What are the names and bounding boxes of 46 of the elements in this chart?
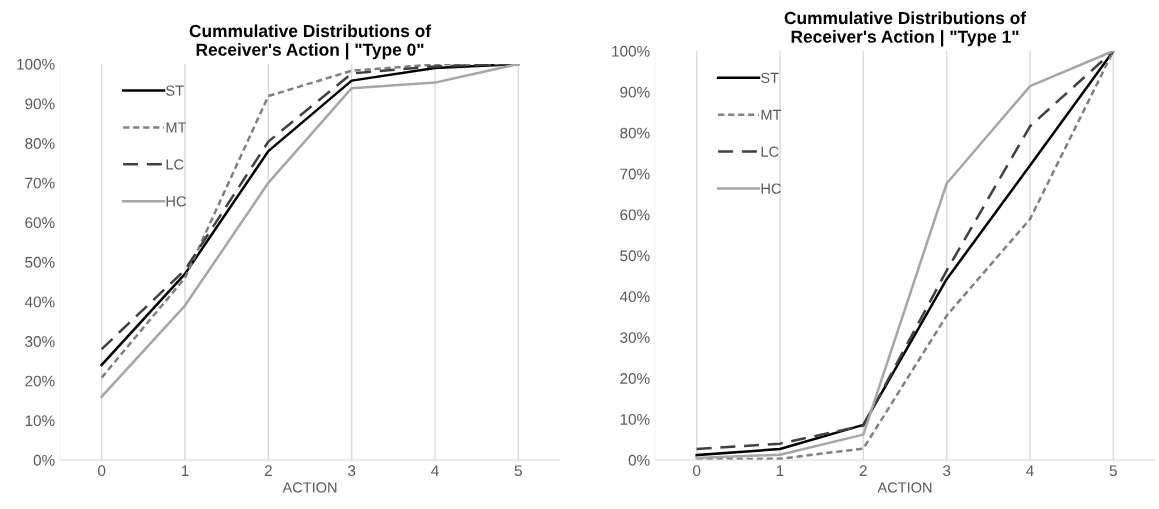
x-tick-label: 5 xyxy=(1109,465,1117,477)
y-tick-label: 30% xyxy=(620,332,650,343)
x-tick-label: 0 xyxy=(98,465,106,477)
x-tick-label: 1 xyxy=(776,465,784,476)
y-tick-label: 60% xyxy=(25,217,55,229)
y-tick-label: 40% xyxy=(24,296,55,308)
legend-label: HC xyxy=(166,196,186,207)
x-tick-label: 5 xyxy=(514,465,522,477)
y-tick-label: 80% xyxy=(620,127,650,139)
legend-label: MT xyxy=(166,122,187,133)
x-tick-label: 3 xyxy=(348,465,356,477)
legend-label: MT xyxy=(761,109,782,120)
x-tick-label: 2 xyxy=(859,465,867,476)
y-tick-label: 100% xyxy=(612,45,650,57)
x-tick-label: 4 xyxy=(431,465,439,476)
y-tick-label: 60% xyxy=(620,209,650,221)
x-tick-label: 1 xyxy=(181,465,189,476)
y-tick-label: 70% xyxy=(25,177,55,189)
x-tick-label: 3 xyxy=(943,465,951,477)
y-tick-label: 50% xyxy=(620,250,650,262)
legend-label: LC xyxy=(761,146,779,157)
legend-label: ST xyxy=(761,72,779,84)
y-tick-label: 50% xyxy=(25,256,55,268)
y-tick-label: 10% xyxy=(620,413,650,425)
y-tick-label: 20% xyxy=(25,375,55,387)
x-tick-label: 0 xyxy=(693,465,701,477)
y-tick-label: 10% xyxy=(25,415,55,427)
chart-title: Cummulative Distributions of Receiver's Action | "Type 1" xyxy=(784,11,1027,47)
y-tick-label: 40% xyxy=(619,291,650,303)
chart-title: Cummulative Distributions of Receiver's Action | "Type 0" xyxy=(189,24,432,60)
y-tick-label: 0% xyxy=(33,454,55,466)
y-tick-label: 80% xyxy=(25,138,55,149)
legend-label: LC xyxy=(166,159,184,170)
y-tick-label: 90% xyxy=(620,86,650,98)
legend-label: HC xyxy=(761,183,781,194)
y-tick-label: 0% xyxy=(628,454,650,466)
x-tick-label: 2 xyxy=(264,465,272,476)
x-axis-title: ACTION xyxy=(877,482,932,493)
x-tick-label: 4 xyxy=(1026,465,1034,476)
y-tick-label: 70% xyxy=(620,168,650,180)
x-axis-title: ACTION xyxy=(282,482,337,493)
legend-label: ST xyxy=(166,85,184,96)
y-tick-label: 90% xyxy=(25,98,55,110)
y-tick-label: 100% xyxy=(17,58,55,70)
y-tick-label: 20% xyxy=(620,373,650,384)
y-tick-label: 30% xyxy=(25,336,55,347)
